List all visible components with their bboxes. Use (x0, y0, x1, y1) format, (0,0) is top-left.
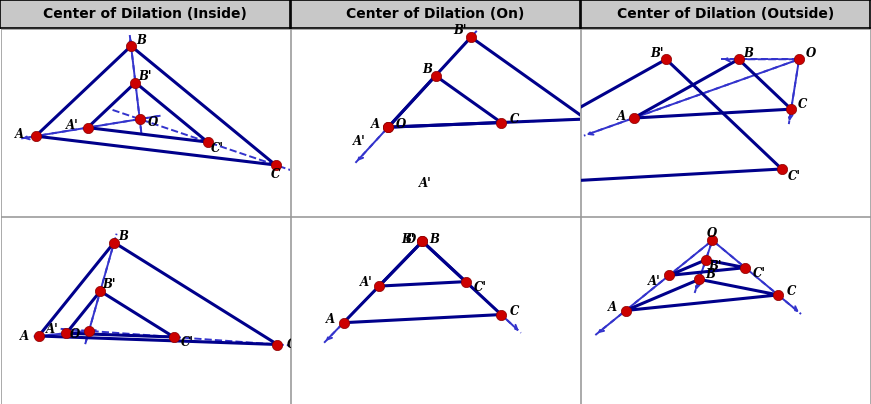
Point (626, 115, 640, 121)
Text: A: A (618, 110, 626, 123)
Text: B: B (429, 233, 439, 246)
Point (93, 288, 107, 295)
Text: O: O (147, 116, 158, 129)
Text: B: B (422, 63, 433, 76)
Point (775, 166, 789, 172)
Text: C': C' (212, 141, 224, 154)
Point (618, 307, 632, 314)
Point (372, 283, 386, 289)
Point (784, 106, 798, 112)
Text: A': A' (648, 275, 661, 288)
Text: O: O (405, 233, 415, 246)
Text: B: B (136, 34, 146, 46)
Text: B': B' (454, 24, 467, 37)
Point (692, 276, 706, 282)
Text: A: A (20, 330, 30, 343)
Point (429, 73, 442, 79)
Point (167, 334, 181, 340)
Text: A': A' (419, 177, 432, 190)
Point (771, 292, 785, 298)
Text: B': B' (402, 233, 415, 246)
Point (464, 34, 478, 40)
Point (59, 330, 73, 337)
Text: C': C' (474, 281, 487, 294)
Text: B: B (705, 268, 715, 281)
Point (699, 257, 712, 263)
Text: O: O (396, 118, 407, 130)
Text: C': C' (181, 336, 194, 349)
Point (336, 320, 350, 326)
Point (271, 341, 285, 348)
Text: Center of Dilation (On): Center of Dilation (On) (347, 7, 524, 21)
Text: B': B' (102, 278, 116, 291)
Text: C': C' (753, 267, 766, 280)
Point (200, 139, 214, 145)
Point (124, 43, 138, 49)
Text: C': C' (788, 170, 801, 183)
Text: C: C (271, 168, 280, 181)
Text: A': A' (353, 135, 366, 148)
Point (415, 238, 429, 245)
Text: B': B' (650, 46, 664, 59)
Point (82, 328, 96, 334)
Text: C: C (510, 113, 519, 126)
Text: B: B (118, 230, 128, 243)
Text: C': C' (594, 118, 607, 131)
Text: O: O (806, 47, 816, 61)
Text: A': A' (360, 276, 372, 289)
Point (128, 79, 142, 86)
Text: B: B (743, 46, 753, 59)
Text: A': A' (46, 323, 59, 336)
Text: B': B' (708, 260, 722, 273)
Text: B': B' (138, 70, 152, 83)
Point (579, 116, 593, 122)
Point (494, 311, 508, 318)
Point (792, 56, 806, 63)
Point (706, 237, 719, 244)
Text: A: A (370, 118, 380, 130)
Point (132, 116, 146, 122)
Point (31, 333, 45, 339)
Point (428, 185, 442, 192)
Point (494, 119, 508, 126)
Text: Center of Dilation (Inside): Center of Dilation (Inside) (43, 7, 247, 21)
Text: C: C (510, 305, 519, 318)
Text: A: A (15, 128, 24, 141)
Point (381, 124, 395, 130)
Point (268, 162, 282, 168)
Point (659, 56, 673, 63)
Point (459, 278, 473, 285)
Point (381, 124, 395, 130)
Text: C: C (287, 338, 296, 351)
Point (732, 56, 746, 63)
Point (662, 272, 676, 279)
Point (415, 238, 429, 245)
Point (81, 124, 95, 131)
Text: C: C (799, 98, 807, 111)
Text: A': A' (65, 118, 78, 132)
Point (739, 264, 753, 271)
Text: C: C (787, 285, 796, 298)
Point (29, 133, 43, 139)
Text: A: A (608, 301, 617, 314)
Text: A: A (326, 313, 335, 326)
Text: O: O (70, 328, 80, 341)
Text: Center of Dilation (Outside): Center of Dilation (Outside) (617, 7, 834, 21)
Text: O: O (707, 227, 718, 240)
Point (107, 239, 121, 246)
